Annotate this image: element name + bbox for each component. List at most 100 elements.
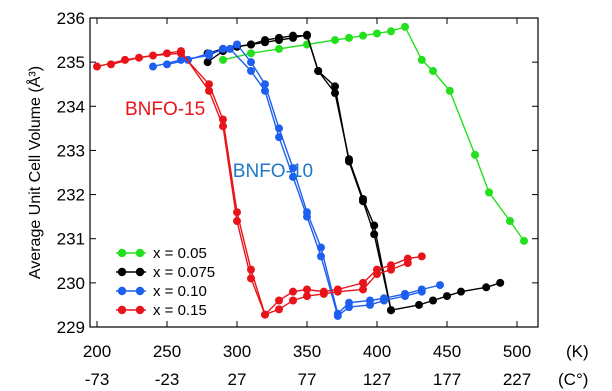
x2-tick-label: -73 <box>85 370 110 389</box>
data-point <box>314 66 323 75</box>
data-point <box>205 80 213 89</box>
series-annotation: BNFO-15 <box>125 99 205 120</box>
data-point <box>333 287 342 296</box>
legend-marker <box>117 248 127 258</box>
legend-label: x = 0.15 <box>153 302 207 319</box>
plot-border <box>89 17 539 328</box>
data-point <box>163 60 171 69</box>
data-point <box>163 49 171 58</box>
data-point <box>275 44 283 53</box>
data-point <box>331 82 339 91</box>
data-point <box>261 80 269 89</box>
data-point <box>226 44 234 53</box>
series-line <box>96 52 422 316</box>
data-point <box>429 66 437 75</box>
x2-tick-label: 227 <box>503 370 531 389</box>
data-point <box>359 31 367 40</box>
series-line <box>222 25 525 242</box>
x2-axis-unit-label: (C°) <box>558 370 588 389</box>
data-point <box>275 296 283 305</box>
data-point <box>401 292 409 301</box>
data-point <box>233 40 241 49</box>
data-point <box>370 230 379 239</box>
data-point <box>261 36 269 45</box>
data-point <box>289 31 297 40</box>
data-point <box>135 53 143 62</box>
data-point <box>417 55 426 64</box>
legend-marker <box>117 305 127 315</box>
data-point <box>319 289 328 298</box>
legend-label: x = 0.05 <box>153 245 207 262</box>
data-point <box>366 300 374 309</box>
x2-tick-label: 27 <box>228 370 247 389</box>
x-tick-label: 250 <box>153 342 181 361</box>
data-point <box>219 122 227 131</box>
data-point <box>387 265 395 274</box>
data-point <box>275 305 283 314</box>
legend-marker <box>117 267 127 277</box>
data-point <box>380 296 388 305</box>
data-point <box>275 133 283 142</box>
data-point <box>417 287 426 296</box>
data-point <box>436 281 444 290</box>
data-point <box>359 278 367 287</box>
data-point <box>289 172 297 181</box>
data-point <box>373 29 381 38</box>
legend-marker <box>135 248 145 258</box>
data-point <box>359 197 367 206</box>
series-layer <box>93 22 528 320</box>
data-point <box>233 208 241 217</box>
data-point <box>275 33 283 42</box>
data-point <box>445 86 454 95</box>
data-point <box>261 86 269 95</box>
y-tick-label: 232 <box>57 186 85 205</box>
data-point <box>520 236 528 245</box>
x2-tick-label: 127 <box>363 370 391 389</box>
data-point <box>345 157 353 166</box>
data-point <box>387 27 395 36</box>
data-point <box>373 270 381 279</box>
x2-tick-label: -23 <box>155 370 180 389</box>
data-point <box>387 306 395 315</box>
data-point <box>247 49 255 58</box>
data-point <box>345 303 353 312</box>
data-point <box>303 31 311 40</box>
data-point <box>443 292 451 301</box>
y-tick-label: 233 <box>57 141 85 160</box>
x-axis: 200 -73 250 -23 300 27 350 77 400 127 450 177 500 227 <box>83 18 531 389</box>
y-tick-label: 230 <box>57 274 85 293</box>
data-point <box>93 62 101 71</box>
data-point <box>219 55 227 64</box>
data-point <box>485 188 493 197</box>
y-tick-label: 236 <box>57 9 85 28</box>
x-tick-label: 300 <box>223 342 251 361</box>
data-point <box>506 217 514 226</box>
legend-marker <box>135 267 145 277</box>
y-axis-title: Average Unit Cell Volume (Å³) <box>25 66 44 279</box>
legend-label: x = 0.10 <box>153 283 207 300</box>
data-point <box>471 150 479 159</box>
data-point <box>401 22 409 31</box>
y-tick-label: 231 <box>57 230 85 249</box>
x-tick-label: 350 <box>293 342 321 361</box>
data-point <box>149 62 157 71</box>
data-point <box>496 278 505 287</box>
x-tick-label: 450 <box>433 342 461 361</box>
data-point <box>261 310 269 319</box>
data-point <box>233 217 241 226</box>
data-point <box>333 311 342 320</box>
series-annotation: BNFO-10 <box>233 161 313 182</box>
data-point <box>303 212 311 221</box>
legend-marker <box>135 286 145 296</box>
data-point <box>303 292 311 301</box>
data-point <box>219 44 227 53</box>
data-point <box>247 66 255 75</box>
x-axis-unit-label: (K) <box>566 342 589 361</box>
y-axis: 229 230 231 232 233 234 235 236 <box>57 9 538 337</box>
y-tick-label: 235 <box>57 53 85 72</box>
data-point <box>177 47 185 56</box>
data-point <box>417 252 426 261</box>
data-point <box>247 58 255 67</box>
legend-label: x = 0.075 <box>153 264 215 281</box>
